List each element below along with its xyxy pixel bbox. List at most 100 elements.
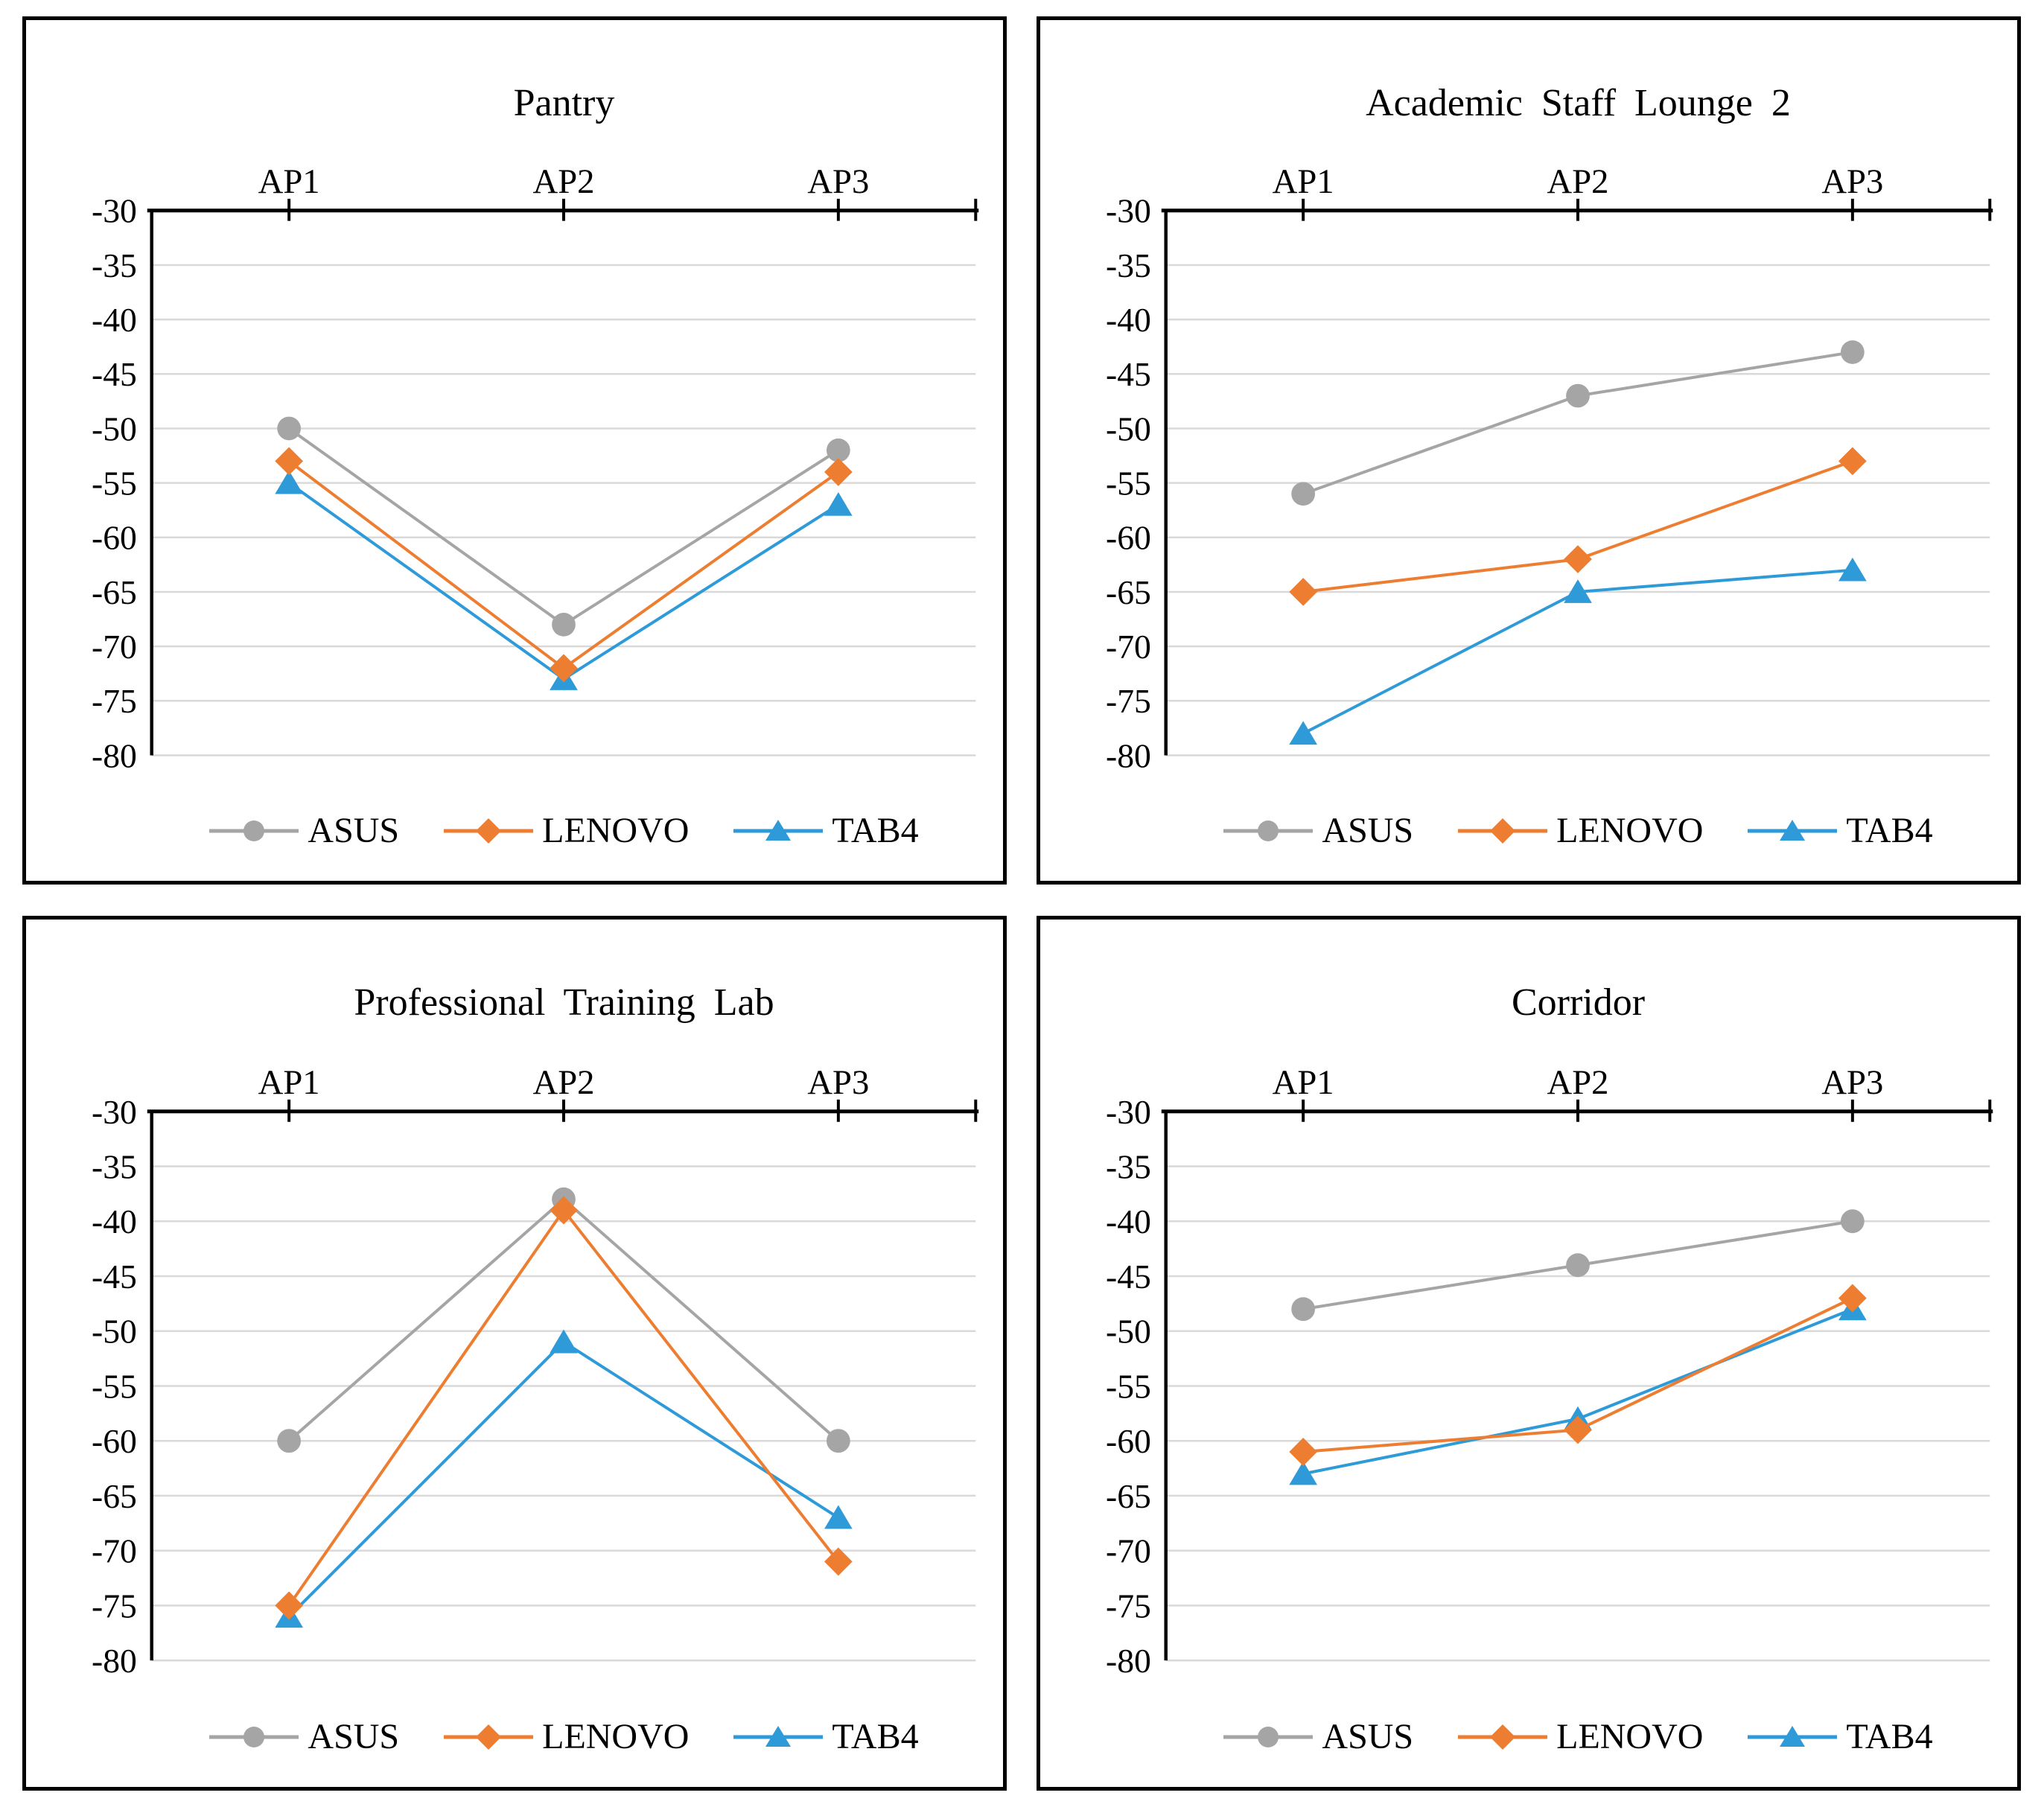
- y-axis-tick-label: -50: [92, 410, 137, 447]
- series-marker-asus: [1840, 1209, 1865, 1234]
- y-axis-tick-label: -45: [1106, 355, 1151, 393]
- x-category-label: AP1: [1273, 162, 1334, 201]
- y-axis-tick-label: -55: [92, 1367, 137, 1405]
- legend-marker-circle-icon: [1258, 1726, 1279, 1747]
- y-axis-tick-label: -35: [92, 246, 137, 284]
- y-axis-tick-label: -40: [92, 301, 137, 339]
- series-line-lenovo: [287, 459, 840, 670]
- y-axis-tick-label: -80: [92, 736, 137, 774]
- series-marker-tab4: [1564, 579, 1592, 603]
- y-axis-tick-label: -65: [1106, 573, 1151, 611]
- x-category-label: AP2: [1547, 162, 1609, 201]
- series-marker-asus: [277, 1429, 302, 1453]
- series-marker-asus: [826, 1429, 850, 1453]
- legend-label: TAB4: [832, 1717, 919, 1756]
- y-axis-tick-label: -30: [92, 1093, 137, 1131]
- series-marker-tab4: [1838, 557, 1867, 581]
- series-marker-tab4: [824, 492, 853, 516]
- legend-label: TAB4: [832, 811, 919, 850]
- series-marker-lenovo: [1838, 447, 1867, 476]
- series-marker-asus: [1291, 482, 1316, 506]
- y-axis-tick-label: -50: [1106, 1313, 1151, 1351]
- y-axis-tick-label: -30: [1106, 192, 1151, 230]
- series-line-tab4: [1302, 1307, 1853, 1476]
- legend-label: LENOVO: [542, 811, 690, 850]
- series-marker-tab4: [1289, 721, 1317, 745]
- legend-item-lenovo: LENOVO: [1458, 1716, 1703, 1757]
- legend-item-asus: ASUS: [209, 810, 399, 851]
- line-chart: -30 -35 -40 -45 -50 -55 -60 -65 -70 -75 -80 AP1 AP2 A…: [92, 1063, 979, 1680]
- legend-marker-triangle-icon: [765, 1725, 792, 1747]
- legend-item-lenovo: LENOVO: [444, 1716, 689, 1757]
- y-axis-tick-label: -80: [1106, 1642, 1151, 1680]
- x-category-label: AP1: [1273, 1063, 1334, 1102]
- series-marker-asus: [552, 612, 576, 637]
- series-marker-lenovo: [1289, 1437, 1317, 1466]
- legend-marker-diamond-icon: [476, 1724, 502, 1750]
- series-marker-lenovo: [550, 1196, 578, 1225]
- x-category-label: AP3: [1821, 1063, 1883, 1102]
- y-axis-tick-label: -40: [92, 1202, 137, 1240]
- y-axis-tick-label: -45: [92, 1258, 137, 1296]
- y-axis-tick-label: -75: [92, 682, 137, 720]
- x-category-label: AP1: [258, 1063, 320, 1102]
- chart-panel-professional-training-lab: Professional Training Lab -30 -35 -40 -45 -5…: [22, 916, 1007, 1791]
- series-marker-asus: [1566, 383, 1590, 408]
- legend-swatch: [1458, 1724, 1548, 1750]
- x-category-label: AP2: [1547, 1063, 1609, 1102]
- series-marker-lenovo: [1564, 545, 1592, 573]
- legend-swatch: [209, 820, 299, 841]
- y-axis-tick-label: -40: [1106, 301, 1151, 339]
- y-axis-tick-label: -70: [92, 628, 137, 666]
- chart-title: Pantry: [513, 82, 615, 124]
- legend-marker-circle-icon: [243, 1726, 265, 1747]
- y-axis-tick-label: -80: [1106, 736, 1151, 774]
- series-marker-lenovo: [1838, 1284, 1867, 1313]
- series-line-asus: [287, 1197, 840, 1442]
- legend-swatch: [1748, 819, 1838, 841]
- y-axis-tick-label: -30: [1106, 1093, 1151, 1131]
- y-axis-tick-label: -70: [92, 1532, 137, 1570]
- legend-swatch: [1748, 1725, 1838, 1747]
- legend-label: LENOVO: [1556, 1717, 1704, 1756]
- chart-panel-academic-staff-lounge-2: Academic Staff Lounge 2 -30 -35 -40 -45 -50-…: [1037, 16, 2021, 885]
- y-axis-tick-label: -45: [92, 355, 137, 393]
- y-axis-tick-label: -35: [92, 1147, 137, 1185]
- legend-swatch: [1458, 818, 1548, 844]
- legend-label: ASUS: [308, 1717, 400, 1756]
- line-chart: -30 -35 -40 -45 -50 -55 -60 -65 -70 -75 -80 AP1 AP2 A…: [1106, 1063, 1993, 1680]
- series-marker-tab4: [824, 1505, 853, 1529]
- y-axis-tick-label: -35: [1106, 246, 1151, 284]
- legend-swatch: [444, 1724, 534, 1750]
- x-category-label: AP3: [807, 162, 869, 201]
- y-axis-tick-label: -65: [92, 573, 137, 611]
- series-line-lenovo: [287, 1208, 840, 1607]
- y-axis-tick-label: -35: [1106, 1147, 1151, 1185]
- y-axis-tick-label: -70: [1106, 1532, 1151, 1570]
- series-marker-lenovo: [275, 1591, 303, 1620]
- legend-item-tab4: TAB4: [1748, 810, 1933, 851]
- series-line-tab4: [287, 1339, 839, 1618]
- legend-marker-diamond-icon: [476, 818, 502, 844]
- legend-item-asus: ASUS: [1223, 810, 1413, 851]
- y-axis-tick-label: -40: [1106, 1202, 1151, 1240]
- legend-swatch: [209, 1726, 299, 1747]
- y-axis-tick-label: -30: [92, 192, 137, 230]
- legend-marker-triangle-icon: [1780, 1725, 1806, 1747]
- chart-title: Corridor: [1511, 981, 1646, 1024]
- x-category-label: AP2: [533, 162, 595, 201]
- y-axis-tick-label: -75: [1106, 682, 1151, 720]
- series-marker-asus: [826, 438, 850, 462]
- y-axis-tick-label: -65: [92, 1477, 137, 1515]
- series-marker-asus: [277, 416, 302, 441]
- series-marker-lenovo: [824, 1547, 853, 1576]
- chart-panel-corridor: Corridor -30 -35 -40 -45 -50 -55 -60 -65 -70 -75-…: [1037, 916, 2021, 1791]
- series-marker-lenovo: [824, 458, 853, 486]
- y-axis-tick-label: -55: [1106, 465, 1151, 503]
- legend-swatch: [444, 818, 534, 844]
- legend-item-tab4: TAB4: [733, 1716, 919, 1757]
- legend-item-asus: ASUS: [1223, 1716, 1413, 1757]
- legend-marker-circle-icon: [1258, 820, 1279, 841]
- series-marker-lenovo: [1564, 1415, 1592, 1444]
- y-axis-tick-label: -75: [92, 1587, 137, 1625]
